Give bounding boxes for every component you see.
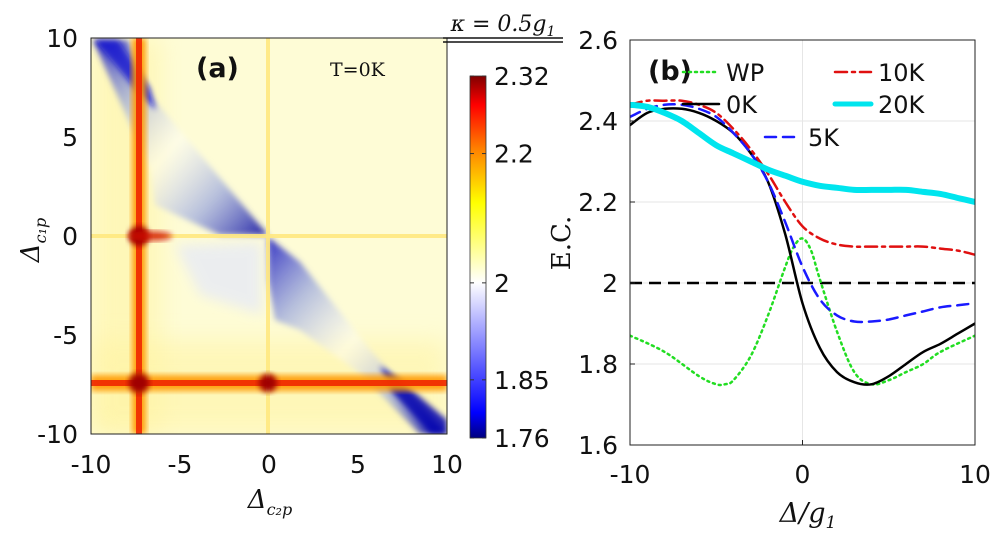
heatmap-panel: (a) T=0K 10 5 0 -5 -10 -10 -5 0 5 10 Δc₁p Δc₂p xyxy=(16,24,463,519)
svg-text:Δc₁p: Δc₁p xyxy=(16,218,50,263)
line-chart-y-tick-label: 2 xyxy=(602,269,618,298)
heatmap-y-label: Δc₁p xyxy=(16,218,50,263)
blue-wedge-lower xyxy=(268,237,447,434)
line-chart-y-tick-label: 2.4 xyxy=(578,107,618,136)
line-chart-y-ticks: 1.6 1.8 2 2.2 2.4 2.6 xyxy=(578,26,635,460)
legend-label-20k: 20K xyxy=(878,91,926,119)
heatmap-y-tick-label: -5 xyxy=(53,321,78,350)
hotspot-left-center-tail xyxy=(128,231,172,241)
temperature-annotation: T=0K xyxy=(330,59,386,81)
line-chart-y-tick-label: 2.6 xyxy=(578,26,618,55)
heatmap-y-tick-label: 0 xyxy=(62,222,78,251)
line-chart-x-tick-label: 10 xyxy=(959,460,991,489)
series-line-10k xyxy=(630,99,975,256)
heatmap-x-label: Δc₂p xyxy=(247,485,292,519)
colorbar-ticks: 2.32 2.2 2 1.85 1.76 xyxy=(470,62,550,453)
panel-a-label: (a) xyxy=(196,53,239,84)
heatmap-x-tick-label: -10 xyxy=(71,450,112,479)
heatmap-x-tick-label: 0 xyxy=(261,450,277,479)
heatmap-y-ticks: 10 5 0 -5 -10 xyxy=(37,24,78,449)
heatmap-y-tick-label: 10 xyxy=(46,24,78,53)
colorbar-tick-label: 2.32 xyxy=(494,62,550,91)
hotspot-bottom-left xyxy=(129,373,149,393)
line-chart-x-ticks: -10 0 10 xyxy=(610,440,991,489)
hotspot-bottom-center xyxy=(259,374,277,392)
line-chart-x-tick-label: 0 xyxy=(795,460,811,489)
heatmap-x-tick-label: -5 xyxy=(168,450,193,479)
kappa-label-main: κ = 0.5g xyxy=(450,12,547,37)
heatmap-frame xyxy=(90,37,448,435)
heatmap-y-tick-label: 5 xyxy=(62,123,78,152)
line-chart-y-label: E.C. xyxy=(547,216,577,270)
heatmap-x-label-main: Δ xyxy=(247,485,267,515)
heatmap-x-tick-label: 5 xyxy=(350,450,366,479)
legend: WP 10K 0K 20K 5K xyxy=(681,59,926,152)
colorbar-tick-label: 1.85 xyxy=(494,366,550,395)
colorbar-tick-label: 2 xyxy=(494,269,510,298)
heatmap-y-label-main: Δ xyxy=(16,243,46,263)
series-line-20k xyxy=(630,101,975,205)
line-chart-x-label: Δ/g1 xyxy=(779,498,837,533)
heatmap-y-label-sub: c₁p xyxy=(31,218,50,244)
heatmap-x-tick-label: 10 xyxy=(431,450,463,479)
line-chart-x-label-main: Δ/g xyxy=(779,498,826,529)
resonance-horizontal-center xyxy=(91,234,447,238)
heatmap-x-ticks: -10 -5 0 5 10 xyxy=(71,450,463,479)
heatmap-y-tick-label: -10 xyxy=(37,420,78,449)
legend-label-0k: 0K xyxy=(726,91,758,119)
kappa-label: κ = 0.5g1 xyxy=(450,12,556,40)
legend-label-wp: WP xyxy=(726,59,764,87)
line-chart-y-tick-label: 1.8 xyxy=(578,350,618,379)
heatmap-plot-area xyxy=(91,38,447,434)
colorbar: 2.32 2.2 2 1.85 1.76 xyxy=(469,62,550,453)
kappa-header: κ = 0.5g1 xyxy=(443,12,563,43)
line-series-group xyxy=(630,99,975,387)
series-line-0k xyxy=(630,107,975,386)
pale-blue-region xyxy=(175,242,262,315)
kappa-label-sub: 1 xyxy=(547,24,556,40)
colorbar-gradient xyxy=(469,75,487,439)
series-line-5k xyxy=(630,103,975,324)
legend-label-5k: 5K xyxy=(808,124,840,152)
heatmap-x-label-sub: c₂p xyxy=(267,500,293,519)
series-line-wp xyxy=(630,237,975,387)
line-chart-x-tick-label: -10 xyxy=(610,460,651,489)
colorbar-tick-label: 1.76 xyxy=(494,424,550,453)
line-chart-y-tick-label: 1.6 xyxy=(578,431,618,460)
line-chart-y-tick-label: 2.2 xyxy=(578,188,618,217)
colorbar-tick-label: 2.2 xyxy=(494,140,534,169)
legend-label-10k: 10K xyxy=(878,59,926,87)
line-chart-x-label-sub: 1 xyxy=(826,513,837,533)
